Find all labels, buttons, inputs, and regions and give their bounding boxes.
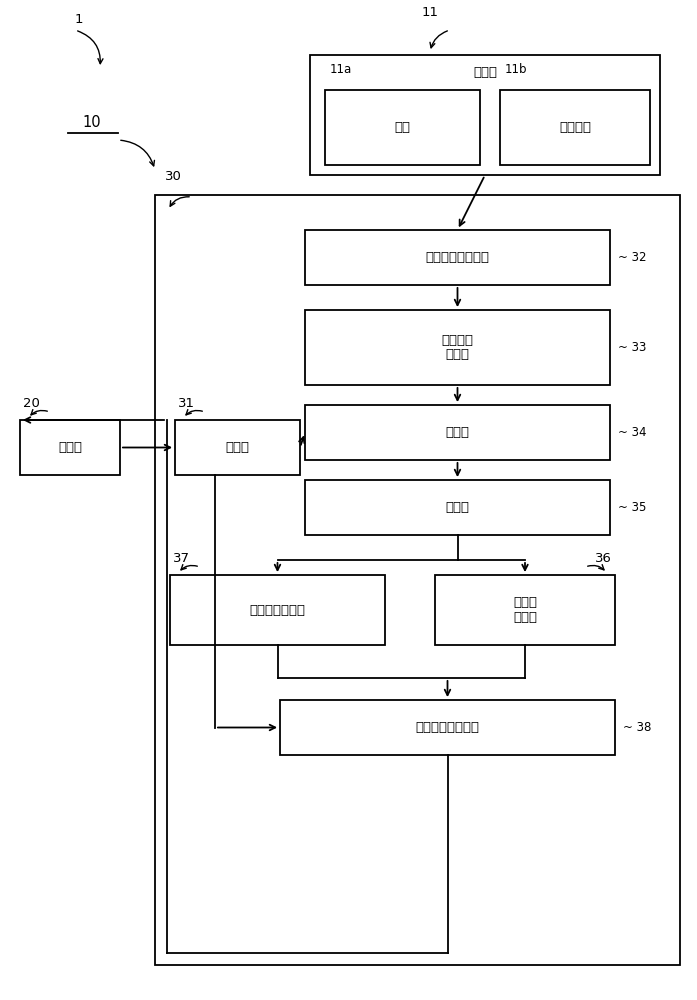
Text: 11: 11 xyxy=(422,5,438,18)
FancyBboxPatch shape xyxy=(305,480,610,535)
Text: 31: 31 xyxy=(178,397,195,410)
Text: 光检测部: 光检测部 xyxy=(559,121,591,134)
FancyBboxPatch shape xyxy=(170,575,385,645)
Text: 血压比
计算部: 血压比 计算部 xyxy=(513,596,537,624)
Text: 30: 30 xyxy=(165,170,182,183)
Text: 光源: 光源 xyxy=(395,121,411,134)
Text: ~ 33: ~ 33 xyxy=(618,341,646,354)
Text: 11b: 11b xyxy=(505,63,528,76)
Text: ~ 38: ~ 38 xyxy=(623,721,652,734)
Text: 36: 36 xyxy=(595,552,612,565)
Text: 补正部: 补正部 xyxy=(445,501,470,514)
FancyBboxPatch shape xyxy=(305,230,610,285)
Text: 容积脉搏波获取部: 容积脉搏波获取部 xyxy=(425,251,489,264)
Text: 输入部: 输入部 xyxy=(226,441,250,454)
FancyBboxPatch shape xyxy=(155,195,680,965)
FancyBboxPatch shape xyxy=(435,575,615,645)
Text: 37: 37 xyxy=(173,552,190,565)
Text: 20: 20 xyxy=(23,397,40,410)
Text: 10: 10 xyxy=(83,115,101,130)
Text: ~ 32: ~ 32 xyxy=(618,251,647,264)
Text: ~ 35: ~ 35 xyxy=(618,501,646,514)
FancyBboxPatch shape xyxy=(325,90,480,165)
FancyBboxPatch shape xyxy=(310,55,660,175)
Text: 1: 1 xyxy=(75,13,84,26)
FancyBboxPatch shape xyxy=(175,420,300,475)
FancyBboxPatch shape xyxy=(500,90,650,165)
Text: 解析部: 解析部 xyxy=(445,426,470,439)
Text: 血压绝对值计算部: 血压绝对值计算部 xyxy=(415,721,480,734)
Text: ~ 34: ~ 34 xyxy=(618,426,647,439)
Text: 时域表示变换部: 时域表示变换部 xyxy=(250,603,305,616)
FancyBboxPatch shape xyxy=(20,420,120,475)
FancyBboxPatch shape xyxy=(305,405,610,460)
Text: 频域表示
变换部: 频域表示 变换部 xyxy=(441,334,473,361)
Text: 检测部: 检测部 xyxy=(473,66,497,80)
FancyBboxPatch shape xyxy=(305,310,610,385)
Text: 11a: 11a xyxy=(330,63,352,76)
Text: 计算机: 计算机 xyxy=(58,441,82,454)
FancyBboxPatch shape xyxy=(280,700,615,755)
